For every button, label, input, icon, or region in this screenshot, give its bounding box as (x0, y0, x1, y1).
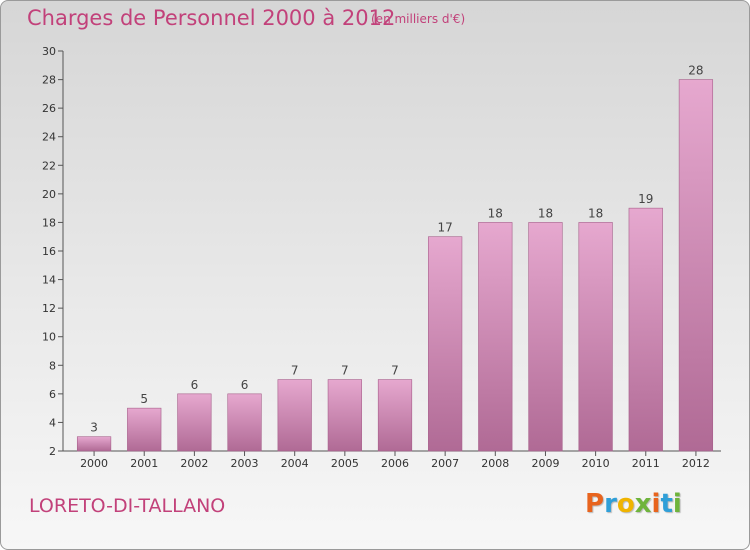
x-tick-label: 2000 (80, 457, 108, 470)
y-tick-label: 18 (42, 216, 56, 229)
x-tick-label: 2002 (180, 457, 208, 470)
x-tick-label: 2008 (481, 457, 509, 470)
chart-title: Charges de Personnel 2000 à 2012 (27, 6, 396, 30)
data-label: 17 (438, 221, 453, 235)
proxiti-logo: Proxiti (585, 489, 682, 519)
logo-letter: r (604, 489, 617, 519)
bar (227, 393, 262, 452)
y-tick-label: 20 (42, 188, 56, 201)
x-tick-label: 2012 (682, 457, 710, 470)
y-tick-label: 24 (42, 131, 56, 144)
logo-letter: o (616, 489, 635, 519)
data-label: 18 (588, 206, 603, 220)
chart-subtitle: (en milliers d'€) (371, 12, 466, 26)
bar (377, 379, 413, 452)
data-label: 7 (341, 364, 349, 378)
x-axis: 2000 2001 2002 2003 2004 2005 2006 2007 2008 2009… (63, 450, 721, 470)
data-label: 18 (488, 206, 503, 220)
bar-series: 3 5 6 6 7 7 7 17 18 18 18 19 28 (76, 64, 714, 452)
data-label: 5 (140, 392, 148, 406)
x-tick-label: 2005 (331, 457, 359, 470)
y-tick-label: 16 (42, 245, 56, 258)
data-label: 7 (391, 364, 399, 378)
data-label: 3 (90, 421, 98, 435)
bar (528, 222, 563, 452)
y-tick-label: 12 (42, 302, 56, 315)
data-label: 7 (291, 364, 299, 378)
bar (478, 222, 513, 452)
x-tick-label: 2009 (531, 457, 559, 470)
y-tick-label: 26 (42, 102, 56, 115)
bar (127, 407, 162, 452)
y-tick-label: 10 (42, 331, 56, 344)
data-label: 6 (191, 378, 199, 392)
data-label: 19 (638, 192, 653, 206)
y-tick-label: 6 (49, 388, 56, 401)
x-tick-label: 2001 (130, 457, 158, 470)
bar (428, 236, 463, 452)
x-tick-label: 2003 (231, 457, 259, 470)
x-tick-label: 2006 (381, 457, 409, 470)
data-label: 18 (538, 206, 553, 220)
y-tick-label: 28 (42, 74, 56, 87)
bar (628, 207, 663, 452)
logo-letter: t (660, 489, 673, 519)
bar (578, 222, 613, 452)
data-label: 6 (241, 378, 249, 392)
y-tick-label: 22 (42, 159, 56, 172)
y-tick-label: 2 (49, 445, 56, 458)
x-tick-label: 2007 (431, 457, 459, 470)
bar (76, 436, 112, 452)
y-tick-label: 4 (49, 416, 56, 429)
y-tick-label: 14 (42, 274, 56, 287)
x-tick-label: 2004 (281, 457, 309, 470)
logo-letter: i (672, 489, 682, 519)
bar (327, 379, 362, 452)
bar (678, 79, 714, 452)
bar (177, 393, 212, 452)
logo-letter: x (634, 489, 652, 519)
commune-name: LORETO-DI-TALLANO (29, 495, 226, 517)
logo-letter: i (651, 489, 661, 519)
y-tick-label: 30 (42, 45, 56, 58)
bar (277, 379, 312, 452)
data-label: 28 (688, 64, 703, 78)
x-tick-label: 2010 (582, 457, 610, 470)
logo-letter: P (585, 489, 605, 519)
y-tick-label: 8 (49, 359, 56, 372)
x-tick-label: 2011 (632, 457, 660, 470)
